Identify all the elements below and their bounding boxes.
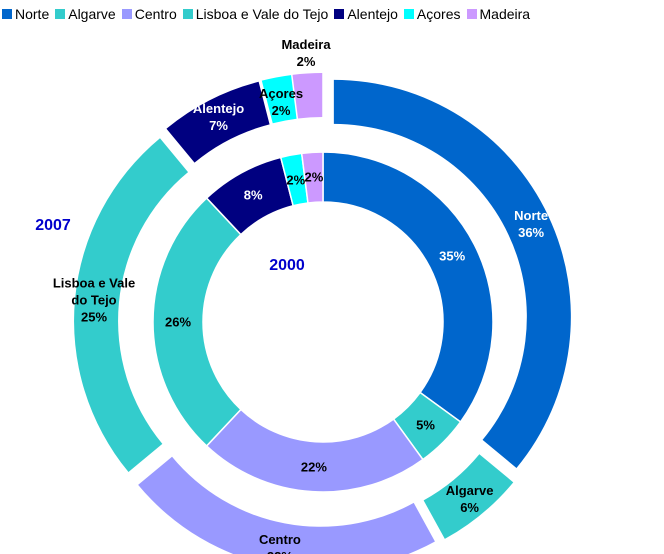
data-label: Norte 36% (488, 207, 574, 241)
label-value: 2% (271, 102, 291, 118)
data-label: 2% (286, 171, 305, 188)
data-label: 22% (301, 458, 327, 475)
donut-segment (74, 138, 189, 472)
donut-segment (300, 151, 324, 204)
data-label: 2% (304, 169, 323, 186)
donut-segment (423, 454, 514, 539)
label-value: 22% (300, 459, 327, 475)
legend-label: Centro (134, 6, 177, 22)
data-label: 35% (439, 248, 465, 265)
legend-label: Lisboa e Vale do Tejo (195, 6, 329, 22)
data-label: Lisboa e Vale do Tejo 25% (51, 275, 137, 326)
label-value: 26% (164, 314, 192, 330)
label-value: 2% (296, 53, 316, 69)
donut-segment (261, 75, 297, 124)
label-value: 2% (304, 169, 324, 185)
legend-swatch (2, 9, 12, 19)
data-label: Madeira 2% (263, 36, 349, 70)
legend-label: Algarve (68, 6, 116, 22)
legend-item: Açores (403, 6, 461, 22)
legend-item: Norte (2, 6, 49, 22)
legend-label: Madeira (479, 6, 531, 22)
legend-label: Açores (416, 6, 461, 22)
data-label: Açores 2% (238, 85, 324, 119)
legend-swatch (182, 9, 193, 19)
legend-label: Norte (15, 6, 50, 22)
label-value: 35% (439, 248, 466, 264)
label-name: Algarve (445, 483, 494, 499)
legend-item: Algarve (55, 6, 116, 22)
donut-segment (333, 79, 571, 468)
data-label: 8% (244, 186, 263, 203)
donut-segment (292, 73, 323, 119)
legend-swatch (466, 9, 477, 19)
label-name: Açores (258, 85, 304, 101)
donut-segment (205, 408, 424, 493)
label-name: Norte (514, 208, 549, 224)
legend-item: Alentejo (334, 6, 398, 22)
label-value: 7% (209, 118, 228, 134)
legend-label: Alentejo (347, 6, 398, 22)
data-label: 5% (416, 416, 435, 433)
data-label: Centro22% (237, 531, 323, 554)
label-value: 36% (518, 225, 545, 241)
legend-item: Centro (121, 6, 177, 22)
series-label: 2000 (269, 257, 305, 274)
legend-item: Madeira (466, 6, 531, 22)
label-name: Madeira (281, 36, 331, 52)
legend-swatch (403, 9, 414, 19)
label-name: Lisboa e Vale do Tejo (52, 275, 136, 308)
legend-swatch (55, 9, 66, 19)
label-value: 5% (416, 417, 435, 433)
legend-swatch (121, 9, 132, 19)
series-label: 2007 (35, 217, 71, 234)
legend: Norte Algarve Centro Lisboa e Vale do Tejo A… (2, 6, 530, 22)
data-label: 26% (165, 314, 191, 331)
label-value: 8% (243, 187, 263, 203)
label-value: 6% (460, 500, 479, 516)
donut-segment (138, 456, 435, 554)
legend-item: Lisboa e Vale do Tejo (182, 6, 329, 22)
label-name: Alentejo (192, 101, 245, 117)
donut-segment (166, 81, 270, 163)
data-label: Alentejo 7% (176, 100, 262, 134)
label-name: Centro (258, 531, 301, 547)
label-value: 2% (286, 172, 306, 188)
legend-swatch (334, 9, 345, 19)
label-value: 22% (237, 548, 323, 554)
label-value: 25% (81, 309, 108, 325)
donut-segment (322, 151, 494, 423)
data-label: Algarve 6% (427, 482, 513, 516)
